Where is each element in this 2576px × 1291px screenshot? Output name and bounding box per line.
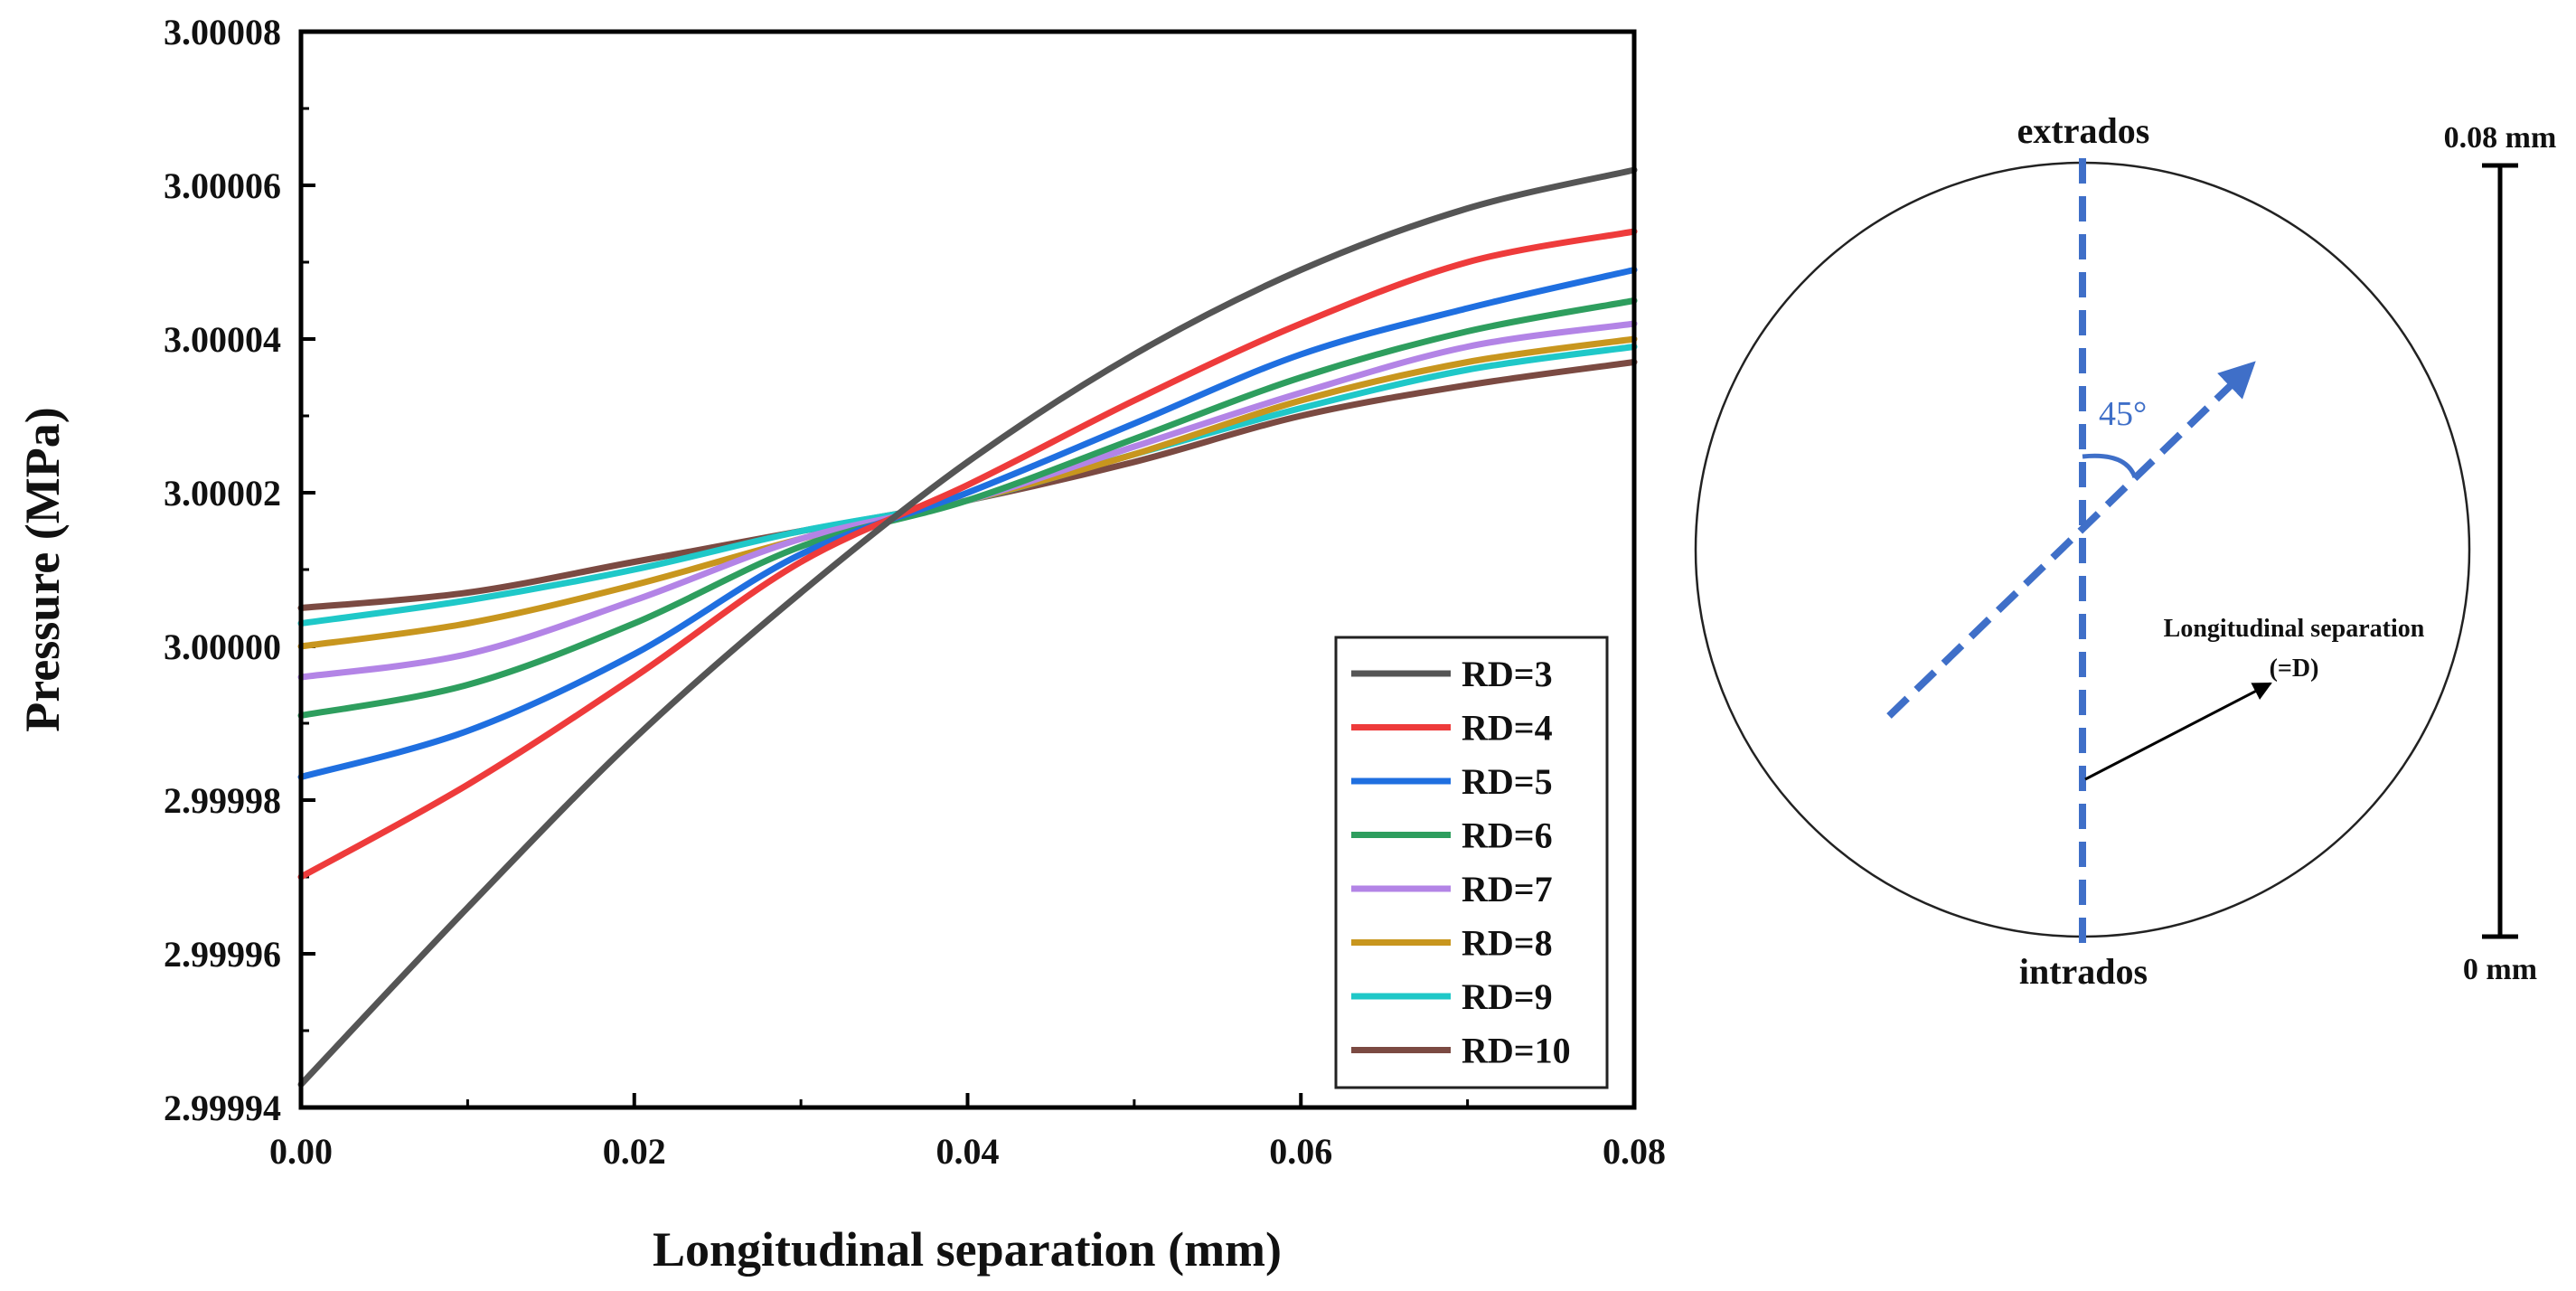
series-layer	[297, 166, 1638, 1088]
angle-label: 45°	[2099, 395, 2147, 433]
x-axis-ticks: 0.00 0.02 0.04 0.06 0.08	[269, 1093, 1666, 1172]
x-tick-label: 0.04	[936, 1131, 1000, 1172]
legend-label: RD=3	[1462, 654, 1553, 694]
y-tick-label: 3.00004	[164, 319, 281, 360]
x-tick-label: 0.08	[1603, 1131, 1666, 1172]
x-tick-label: 0.02	[603, 1131, 666, 1172]
scale-bar: 0.08 mm 0 mm	[2444, 121, 2557, 986]
y-tick-label: 2.99998	[164, 780, 281, 821]
scale-top-label: 0.08 mm	[2444, 121, 2557, 155]
annotation-line1: Longitudinal separation	[2164, 615, 2425, 643]
legend-label: RD=9	[1462, 976, 1553, 1017]
series-line-rd-3	[297, 166, 1638, 1088]
y-tick-label: 2.99996	[164, 934, 281, 975]
annotation-line2: (=D)	[2270, 655, 2319, 683]
legend-label: RD=7	[1462, 869, 1553, 909]
legend-label: RD=10	[1462, 1031, 1571, 1071]
y-tick-label: 3.00008	[164, 12, 281, 52]
legend-label: RD=4	[1462, 708, 1553, 749]
diagonal-dashed-arrow	[1886, 361, 2256, 719]
y-tick-label: 3.00006	[164, 165, 281, 206]
vessel-cross-section-diagram: 45° extrados intrados Longitudinal separ…	[1694, 110, 2557, 992]
chart-legend: RD=3 RD=4 RD=5 RD=6 RD=7 RD=8 RD=9 RD=10	[1334, 636, 1609, 1089]
intrados-label: intrados	[2019, 951, 2148, 992]
legend-box	[1334, 636, 1609, 1089]
annotation-arrow	[2084, 682, 2272, 781]
legend-label: RD=8	[1462, 923, 1553, 964]
series-line-rd-5	[297, 267, 1638, 780]
legend-label: RD=6	[1462, 815, 1553, 856]
line-chart: 2.99994 2.99996 2.99998 3.00000 3.00002 3.000…	[15, 12, 1666, 1277]
y-tick-label: 2.99994	[164, 1088, 281, 1128]
legend-label: RD=5	[1462, 761, 1553, 802]
x-tick-label: 0.06	[1269, 1131, 1332, 1172]
x-axis-label: Longitudinal separation (mm)	[653, 1222, 1282, 1277]
plot-frame	[298, 29, 1637, 1110]
series-line-rd-6	[297, 297, 1638, 719]
x-tick-label: 0.00	[269, 1131, 333, 1172]
y-tick-label: 3.00000	[164, 627, 281, 667]
scale-bottom-label: 0 mm	[2463, 953, 2537, 986]
y-tick-label: 3.00002	[164, 473, 281, 514]
series-line-rd-4	[297, 228, 1638, 881]
y-axis-ticks: 2.99994 2.99996 2.99998 3.00000 3.00002 3.000…	[164, 12, 315, 1128]
angle-arc	[2082, 453, 2138, 478]
extrados-label: extrados	[2017, 110, 2150, 151]
y-axis-label: Pressure (MPa)	[15, 407, 70, 731]
